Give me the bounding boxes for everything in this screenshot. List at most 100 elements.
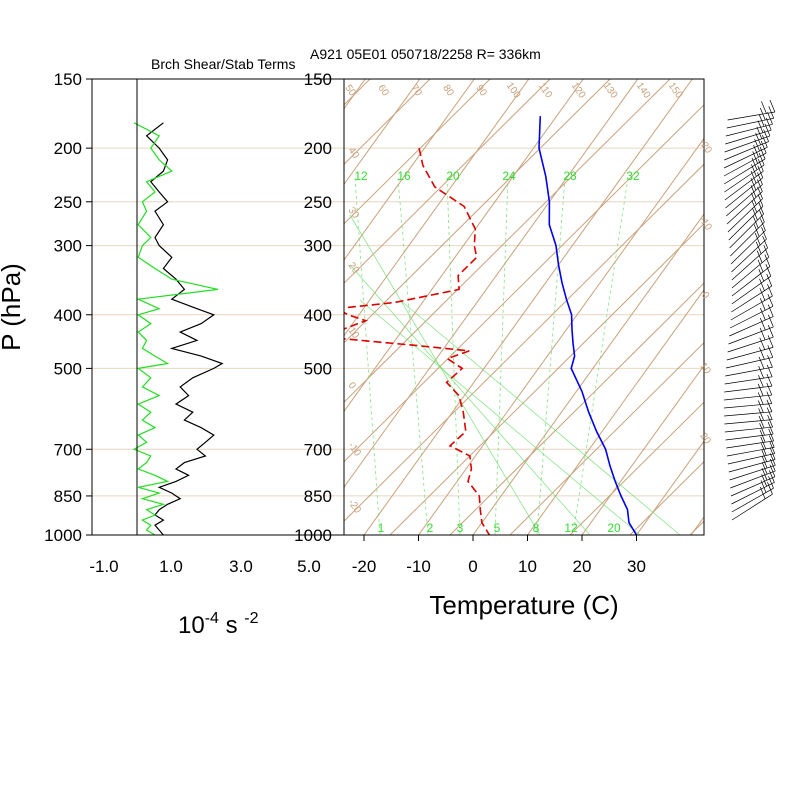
wind-barb: [731, 476, 774, 513]
barb-flag: [760, 218, 766, 231]
barb-flag: [759, 210, 765, 223]
wind-barb: [727, 441, 776, 465]
wind-barbs: [723, 99, 776, 521]
side-adiabat-label: -10: [346, 440, 364, 459]
barb-staff: [723, 403, 772, 409]
barb-staff: [727, 453, 775, 465]
wind-barb: [730, 464, 776, 497]
wind-barb: [730, 458, 776, 489]
wind-barb: [730, 283, 773, 321]
isotherm-line: [636, 440, 704, 535]
wind-barb: [731, 470, 775, 505]
wind-barb: [730, 218, 766, 265]
barb-staff: [731, 482, 775, 505]
barb-flag: [769, 447, 776, 460]
barb-flag: [752, 151, 759, 164]
barb-flag: [759, 288, 766, 301]
pressure-tick-label: 850: [54, 487, 82, 506]
temperature-tick-label: -20: [352, 557, 377, 576]
barb-flag: [759, 107, 766, 121]
barb-staff: [726, 440, 774, 449]
dry-adiabat-label: 110: [536, 81, 554, 101]
pressure-tick-label: 200: [304, 139, 332, 158]
temperature-tick-label: 20: [573, 557, 592, 576]
wind-barb: [731, 226, 767, 273]
wind-barb: [724, 373, 773, 393]
barb-flag: [768, 314, 774, 328]
barb-flag: [752, 208, 758, 221]
barb-flag: [751, 157, 758, 170]
dry-adiabat-line: [344, 79, 431, 165]
barb-staff: [726, 347, 774, 361]
barb-flag: [769, 99, 776, 113]
barb-flag: [767, 294, 774, 307]
dry-adiabat-label: 90: [473, 83, 489, 99]
moist-adiabat-line: [349, 214, 541, 535]
barb-flag: [767, 345, 774, 358]
dry-adiabat-line: [449, 282, 704, 535]
side-adiabat-label: 20: [346, 260, 362, 276]
barb-flag: [767, 335, 774, 348]
temperature-profile: [538, 116, 638, 535]
wind-barb: [730, 210, 765, 257]
isotherm-line: [472, 213, 704, 535]
barb-staff: [728, 459, 776, 473]
wind-barb: [729, 304, 774, 337]
moist-adiabat-line: [399, 299, 681, 535]
mixing-ratio-label: 2: [427, 521, 434, 535]
mixing-ratio-line: [572, 177, 629, 535]
dry-adiabat-line: [344, 104, 704, 463]
wind-barb: [726, 172, 763, 217]
barb-staff: [724, 170, 764, 201]
barb-flag: [761, 468, 768, 481]
barb-flag: [767, 304, 774, 317]
temperature-ticks: -20 -10 0 10 20 30: [352, 535, 646, 576]
barb-flag: [758, 114, 765, 127]
barb-staff: [731, 285, 772, 313]
barb-staff: [725, 177, 764, 209]
wind-barb: [728, 314, 774, 345]
barb-staff: [725, 129, 772, 145]
barb-flag: [753, 145, 759, 158]
mixing-ratio-label: 16: [397, 169, 411, 183]
barb-flag: [759, 486, 766, 499]
isotherm-line: [344, 79, 530, 337]
barb-flag: [753, 224, 760, 237]
barb-flag: [759, 278, 765, 291]
barb-flag: [759, 327, 766, 340]
barb-flag: [758, 365, 764, 379]
barb-flag: [758, 400, 764, 413]
wind-barb: [731, 264, 772, 305]
temperature-tick-label: 30: [627, 557, 646, 576]
dry-adiabat-line: [344, 79, 491, 225]
barb-flag: [764, 254, 771, 267]
right-label: 0: [699, 290, 711, 301]
right-label: 20: [697, 431, 713, 447]
wind-barb: [725, 422, 774, 441]
barb-staff: [725, 433, 774, 441]
dry-adiabat-label: 140: [634, 81, 653, 101]
pressure-tick-label: 150: [54, 70, 82, 89]
pressure-tick-label: 1000: [44, 526, 82, 545]
wind-barb: [731, 273, 773, 313]
moist-adiabat-line: [349, 264, 591, 535]
barb-flag: [768, 106, 775, 119]
dry-adiabat-label: 130: [601, 81, 620, 101]
barb-flag: [768, 476, 774, 489]
barb-staff: [723, 152, 767, 177]
barb-flag: [769, 464, 776, 477]
dry-adiabat-line: [389, 223, 704, 535]
dry-adiabat-line: [344, 79, 551, 284]
wind-barb: [724, 123, 771, 153]
barb-flag: [767, 355, 773, 368]
barb-flag: [768, 428, 775, 442]
dry-adiabat-line: [344, 79, 671, 403]
wind-barb: [729, 201, 764, 249]
sounding-title: A921 05E01 050718/2258 R= 336km: [310, 46, 541, 62]
wind-barb: [727, 99, 776, 121]
wind-barb: [726, 428, 775, 449]
barb-flag: [750, 185, 757, 198]
barb-staff: [726, 447, 775, 457]
barb-flag: [750, 192, 757, 205]
pressure-tick-label: 150: [304, 70, 332, 89]
